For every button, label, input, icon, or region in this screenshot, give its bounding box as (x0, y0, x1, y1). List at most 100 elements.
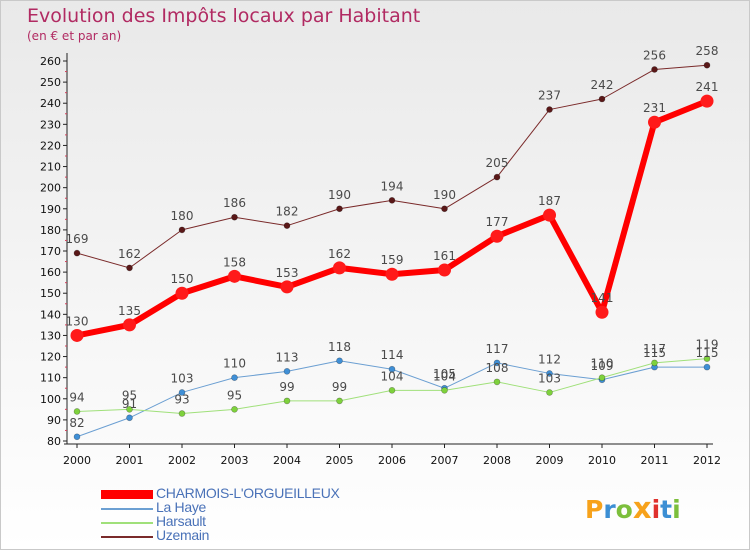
data-point (493, 378, 501, 386)
data-label: 153 (276, 266, 299, 280)
data-label: 169 (66, 232, 89, 246)
legend-label: Harsault (156, 513, 206, 529)
data-label: 110 (591, 357, 614, 371)
data-label: 237 (538, 89, 561, 103)
data-label: 182 (276, 205, 299, 219)
data-label: 103 (538, 371, 561, 385)
data-label: 187 (538, 194, 561, 208)
data-label: 113 (276, 350, 299, 364)
data-label: 162 (328, 247, 351, 261)
data-point (648, 115, 661, 129)
y-tick-label: 200 (40, 182, 61, 195)
y-tick-label: 180 (40, 224, 61, 237)
x-tick-label: 2011 (641, 454, 669, 467)
data-label: 231 (643, 101, 666, 115)
data-point (546, 389, 553, 396)
y-tick-label: 120 (40, 351, 61, 364)
data-point (178, 410, 186, 417)
data-point (336, 357, 343, 365)
y-tick-label: 150 (40, 287, 61, 300)
data-label: 103 (171, 371, 194, 385)
data-label: 242 (591, 78, 614, 92)
x-tick-label: 2006 (378, 454, 406, 467)
data-label: 130 (66, 314, 89, 328)
data-label: 94 (69, 390, 84, 404)
legend-label: Uzemain (156, 527, 210, 543)
y-tick-label: 100 (40, 393, 61, 406)
data-label: 258 (696, 44, 719, 58)
data-label: 104 (433, 369, 456, 383)
data-label: 82 (69, 416, 84, 430)
data-point (126, 414, 133, 422)
data-label: 141 (591, 291, 614, 305)
data-point (598, 374, 606, 381)
data-label: 241 (696, 80, 719, 94)
legend-swatch (101, 490, 153, 499)
x-tick-label: 2008 (483, 454, 511, 467)
data-point (546, 370, 553, 377)
y-tick-label: 130 (40, 329, 61, 342)
data-point (73, 433, 81, 441)
data-point (280, 280, 294, 294)
x-tick-label: 2005 (326, 454, 354, 467)
legend-swatch (101, 536, 153, 538)
y-tick-label: 250 (40, 76, 61, 89)
y-tick-label: 190 (40, 203, 61, 216)
y-tick-label: 110 (40, 372, 61, 385)
data-point (385, 267, 399, 281)
data-label: 115 (696, 346, 719, 360)
data-point (175, 286, 189, 300)
data-point (388, 387, 396, 394)
data-point (441, 387, 448, 394)
y-tick-label: 230 (40, 118, 61, 131)
y-tick-label: 80 (47, 435, 61, 448)
data-point (231, 213, 238, 221)
data-label: 109 (591, 359, 614, 373)
data-point (700, 94, 714, 108)
data-point (493, 173, 501, 181)
series-line (76, 64, 708, 269)
legend-swatch (101, 508, 153, 510)
data-label: 190 (328, 188, 351, 202)
data-label: 158 (223, 255, 246, 269)
data-point (228, 269, 241, 283)
data-label: 205 (486, 156, 509, 170)
x-tick-label: 2010 (588, 454, 616, 467)
data-point (703, 355, 711, 362)
proxiti-logo: Proxiti (585, 491, 681, 525)
legend-label: La Haye (156, 499, 207, 515)
data-label: 93 (174, 393, 189, 407)
data-point (231, 406, 238, 413)
x-tick-label: 2009 (536, 454, 564, 467)
data-label: 159 (381, 253, 404, 267)
data-label: 108 (486, 361, 509, 375)
x-tick-label: 2007 (431, 454, 459, 467)
data-point (703, 61, 711, 69)
data-point (651, 66, 658, 73)
chart-subtitle: (en € et par an) (27, 29, 122, 43)
data-point (703, 363, 711, 371)
data-point (543, 208, 556, 222)
data-point (388, 197, 396, 204)
x-tick-label: 2002 (168, 454, 196, 467)
data-label: 95 (227, 388, 242, 402)
data-point (336, 205, 343, 213)
data-point (283, 368, 291, 375)
data-point (336, 397, 343, 405)
x-tick-label: 2004 (273, 454, 301, 467)
data-label: 161 (433, 249, 456, 263)
data-label: 119 (696, 338, 719, 352)
y-tick-label: 90 (47, 414, 61, 427)
data-point (490, 229, 504, 243)
chart-title: Evolution des Impôts locaux par Habitant (27, 5, 421, 27)
data-point (126, 406, 133, 413)
data-point (178, 226, 186, 234)
data-label: 99 (332, 380, 347, 394)
data-label: 117 (486, 342, 509, 356)
y-tick-label: 240 (40, 97, 61, 110)
data-label: 91 (122, 397, 137, 411)
legend-label: CHARMOIS-L'ORGUEILLEUX (156, 485, 340, 501)
data-label: 118 (328, 340, 351, 354)
data-point (333, 261, 346, 275)
